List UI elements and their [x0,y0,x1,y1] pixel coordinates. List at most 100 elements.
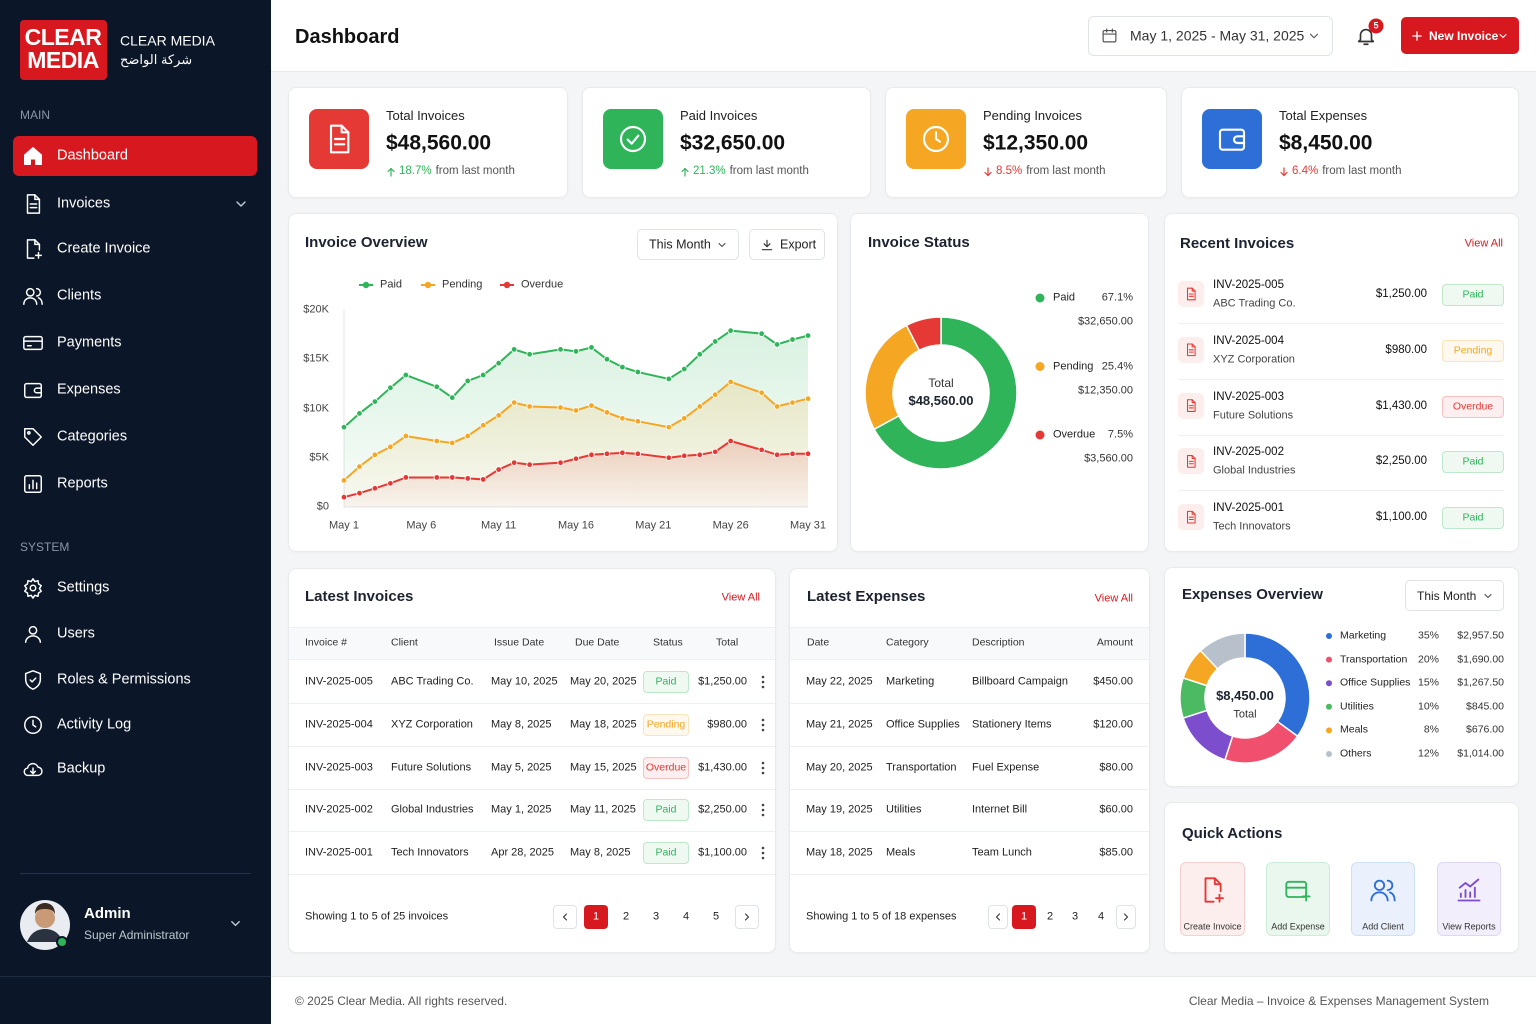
table-cell: $60.00 [1099,803,1133,816]
point [712,338,719,345]
icon-part [1188,293,1194,297]
table-cell: May 21, 2025 [806,718,873,731]
nav-item-active[interactable] [13,136,257,176]
icon [329,124,350,154]
icon-part [1186,455,1196,468]
icon [1186,343,1196,357]
icon [23,762,43,777]
icon-part [1191,343,1196,348]
icon-part [1458,878,1480,889]
date-range: May 1, 2025 - May 31, 2025 [1130,27,1305,44]
point [480,476,487,483]
icon-part [1102,28,1117,35]
point [449,394,456,401]
view-all-link[interactable]: View All [1464,237,1503,250]
quick-action[interactable] [1437,862,1501,936]
nav-label: Invoices [57,195,111,212]
legend-amount: $12,350.00 [1077,383,1133,396]
row-menu-dot [761,675,765,679]
icon [23,287,43,305]
point [588,451,595,458]
stat-value: $12,350.00 [983,131,1089,155]
table-cell: Office Supplies [886,718,960,731]
icon [1499,33,1507,39]
legend-label: Utilities [1340,700,1374,713]
status-badge [643,799,689,821]
point [356,463,363,470]
point [665,424,672,431]
point [495,359,502,367]
icon-part [333,137,346,146]
stat-label: Pending Invoices [983,108,1083,124]
quick-action-label: View Reports [1442,921,1496,932]
page-number: 4 [1097,910,1105,923]
pagination-summary: Showing 1 to 5 of 25 invoices [305,910,449,923]
table-cell: Team Lunch [972,846,1032,859]
pagination-prev[interactable] [988,905,1008,929]
pagination-prev[interactable] [553,905,577,929]
view-all-link[interactable]: View All [1094,592,1133,605]
donut-center-label: Total [1233,708,1257,721]
table-header [289,627,775,660]
icon [24,475,42,493]
point [510,346,518,353]
notification-count: 5 [1373,20,1379,31]
point [696,451,703,458]
icon [236,201,246,207]
page-number: 5 [712,910,720,923]
date-range-picker[interactable] [1088,16,1333,56]
icon [1309,33,1319,39]
table-cell: May 22, 2025 [806,675,873,688]
legend-amount: $1,690.00 [1457,653,1504,666]
legend-percent: 7.5% [1107,428,1133,441]
table-cell: Stationery Items [972,718,1052,731]
icon-part [1285,886,1311,902]
card-title: Latest Invoices [305,588,414,605]
donut-center-value: $48,560.00 [908,393,974,409]
period-filter[interactable] [637,229,739,260]
table-cell: $80.00 [1099,761,1133,774]
icon [24,625,42,643]
x-tick-label: May 1 [329,519,359,532]
point [387,480,394,487]
y-tick-label: $15K [303,352,329,365]
pagination-next[interactable] [735,905,759,929]
quick-action[interactable] [1266,862,1330,936]
pagination-page[interactable] [1012,905,1036,929]
row-menu-dot [761,761,765,765]
legend-dot [1326,727,1332,734]
legend-label: Pending [442,278,483,291]
point [340,424,348,431]
row-menu-dot [761,846,765,850]
row-divider [289,831,775,832]
pagination-page[interactable] [584,905,608,929]
divider [20,873,251,874]
export-button[interactable] [749,229,825,260]
point [557,459,564,466]
legend-percent: 12% [1417,747,1439,760]
y-tick-label: $0 [316,500,329,513]
point [665,375,672,383]
quick-action[interactable] [1180,862,1245,936]
point [371,451,379,458]
x-tick-label: May 11 [481,519,517,532]
nav-label: Activity Log [57,716,132,733]
view-all-link[interactable]: View All [721,591,760,604]
icon-part [1123,913,1129,921]
quick-action[interactable] [1351,862,1415,936]
table-header [790,627,1149,660]
row-menu-dot [761,723,765,727]
icon [24,428,42,446]
invoice-amount: $1,100.00 [1375,511,1427,524]
row-menu-dot [761,685,765,689]
period-filter[interactable] [1405,580,1504,611]
table-cell: May 18, 2025 [570,718,637,731]
x-tick-label: May 31 [789,519,827,532]
footer [271,976,1536,1024]
area [344,441,808,507]
pagination-next[interactable] [1116,905,1136,929]
icon [1186,287,1196,301]
y-tick-label: $10K [303,401,329,414]
donut-center-label: Total [928,375,954,390]
logo-text: CLEAR [24,24,102,51]
